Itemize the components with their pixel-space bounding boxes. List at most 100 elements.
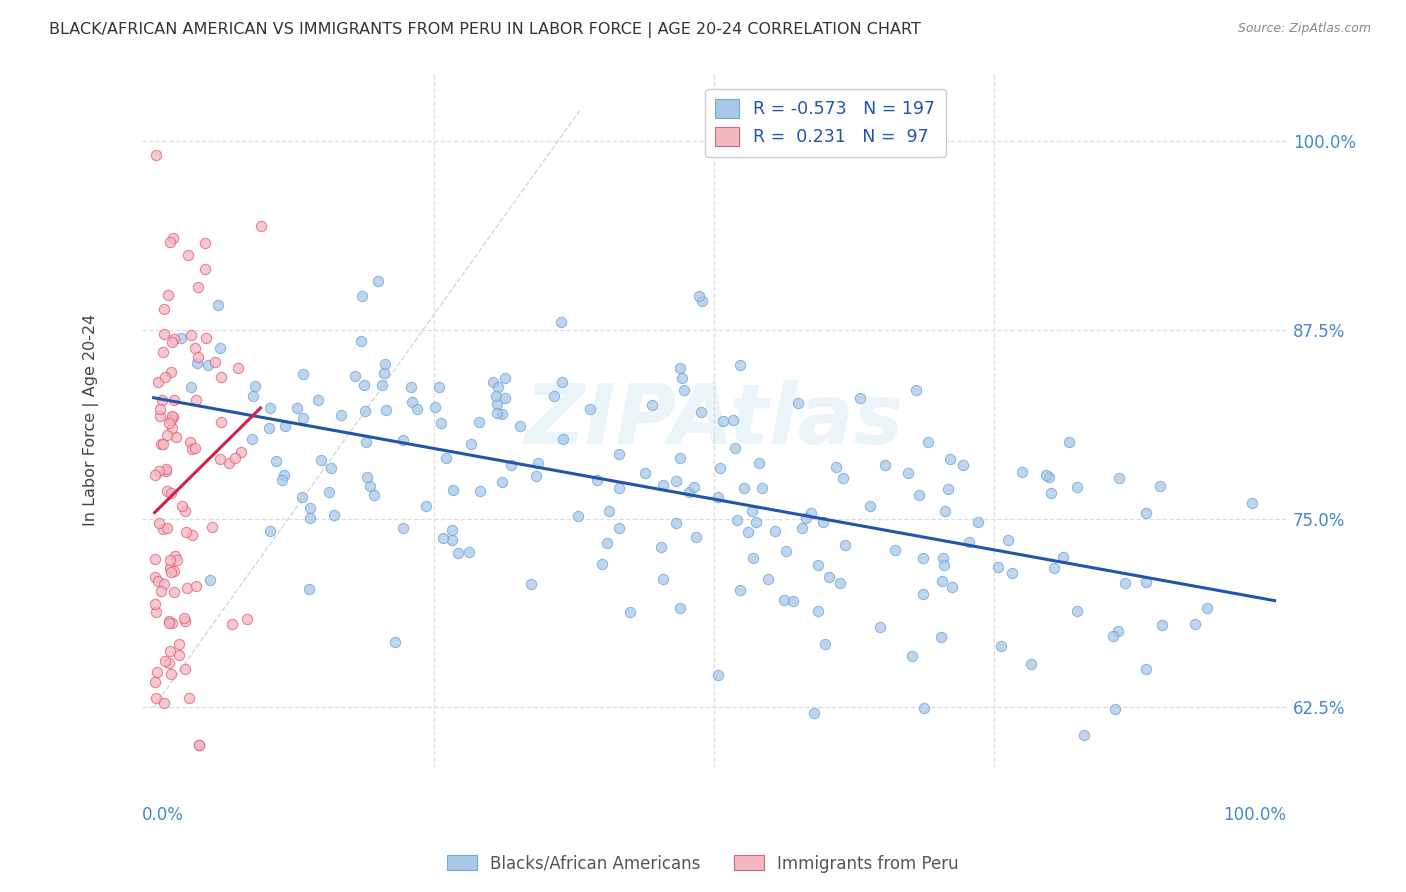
Point <box>259 401 281 416</box>
Point <box>160 335 183 350</box>
Point <box>204 355 226 369</box>
Point <box>363 488 385 502</box>
Point <box>787 396 810 410</box>
Point <box>374 403 396 417</box>
Point <box>285 401 308 416</box>
Point <box>682 480 704 494</box>
Point <box>936 483 959 497</box>
Point <box>146 376 169 390</box>
Point <box>159 235 181 250</box>
Point <box>447 546 470 560</box>
Point <box>668 601 690 615</box>
Point <box>401 395 423 409</box>
Point <box>807 604 830 618</box>
Point <box>689 405 711 419</box>
Point <box>167 648 190 662</box>
Point <box>941 580 963 594</box>
Point <box>163 333 186 347</box>
Point <box>859 499 882 513</box>
Point <box>157 614 180 628</box>
Point <box>330 409 353 423</box>
Point <box>162 421 184 435</box>
Point <box>299 500 322 515</box>
Point <box>150 393 173 408</box>
Text: Source: ZipAtlas.com: Source: ZipAtlas.com <box>1237 22 1371 36</box>
Point <box>170 331 193 345</box>
Point <box>1102 630 1125 644</box>
Point <box>1135 662 1157 676</box>
Point <box>828 576 851 591</box>
Point <box>1135 506 1157 520</box>
Text: 0.0%: 0.0% <box>142 805 184 824</box>
Point <box>619 605 641 619</box>
Point <box>1038 470 1060 484</box>
Point <box>174 524 197 539</box>
Point <box>901 648 924 663</box>
Point <box>153 302 176 317</box>
Point <box>1039 486 1062 500</box>
Point <box>494 371 516 385</box>
Point <box>432 532 454 546</box>
Point <box>166 553 188 567</box>
Text: 100.0%: 100.0% <box>1223 805 1286 824</box>
Point <box>291 491 314 505</box>
Point <box>678 484 700 499</box>
Point <box>707 668 730 682</box>
Point <box>723 441 745 455</box>
Point <box>441 523 464 537</box>
Point <box>392 521 415 535</box>
Text: In Labor Force | Age 20-24: In Labor Force | Age 20-24 <box>83 314 98 526</box>
Point <box>934 503 956 517</box>
Point <box>200 573 222 587</box>
Point <box>434 451 457 466</box>
Point <box>208 451 231 466</box>
Point <box>763 524 786 538</box>
Point <box>169 637 191 651</box>
Point <box>551 432 574 446</box>
Point <box>748 456 770 470</box>
Point <box>491 475 513 489</box>
Point <box>187 280 209 294</box>
Point <box>350 289 373 303</box>
Point <box>180 442 202 456</box>
Point <box>218 456 240 470</box>
Point <box>153 370 176 384</box>
Point <box>299 510 322 524</box>
Point <box>209 415 232 429</box>
Point <box>440 533 463 547</box>
Point <box>160 615 183 630</box>
Point <box>912 700 935 714</box>
Point <box>607 447 630 461</box>
Point <box>800 506 823 520</box>
Point <box>1135 575 1157 590</box>
Point <box>1052 550 1074 565</box>
Point <box>499 458 522 472</box>
Point <box>406 401 429 416</box>
Point <box>179 691 201 706</box>
Point <box>163 564 186 578</box>
Point <box>236 612 259 626</box>
Point <box>1011 465 1033 479</box>
Point <box>298 582 321 596</box>
Point <box>307 392 329 407</box>
Point <box>897 466 920 480</box>
Point <box>180 380 202 394</box>
Point <box>957 534 980 549</box>
Point <box>249 219 271 234</box>
Point <box>875 458 897 473</box>
Point <box>201 520 224 534</box>
Point <box>318 485 340 500</box>
Point <box>311 452 333 467</box>
Point <box>939 452 962 467</box>
Point <box>707 490 730 504</box>
Point <box>270 473 292 487</box>
Point <box>384 635 406 649</box>
Point <box>591 557 613 571</box>
Point <box>586 473 609 487</box>
Point <box>1114 576 1136 591</box>
Point <box>1184 616 1206 631</box>
Point <box>354 435 377 450</box>
Point <box>756 572 779 586</box>
Point <box>652 478 675 492</box>
Point <box>721 413 744 427</box>
